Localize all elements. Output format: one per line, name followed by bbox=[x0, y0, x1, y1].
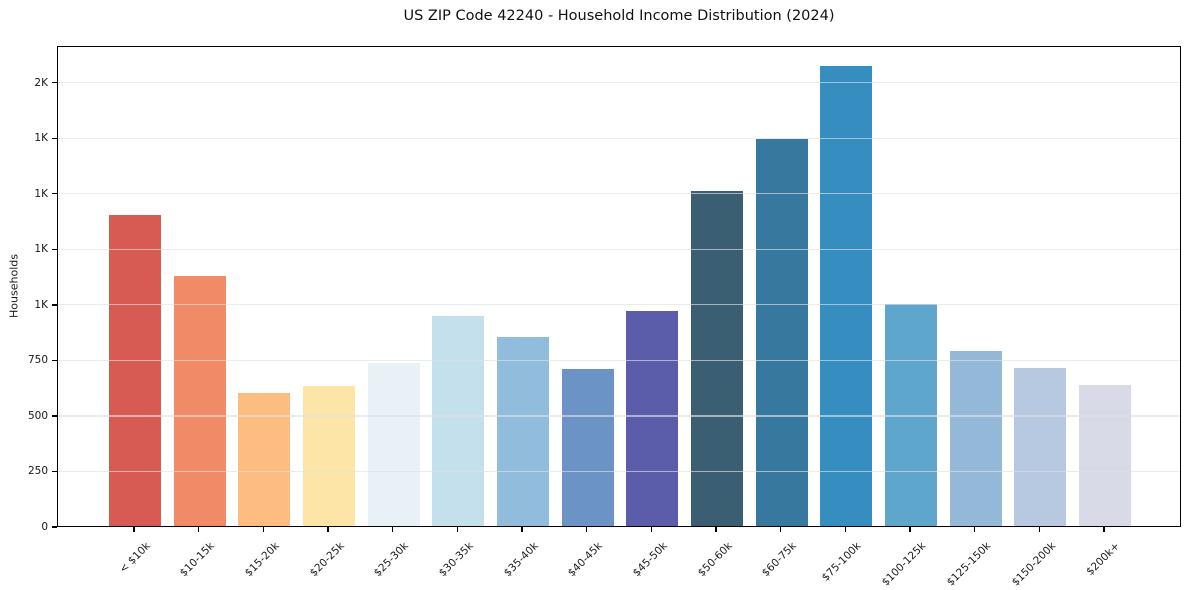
x-tick-mark bbox=[650, 527, 653, 532]
x-tick-label: $200k+ bbox=[1084, 540, 1123, 578]
gridline bbox=[58, 304, 1180, 306]
x-tick-label: $40-45k bbox=[566, 540, 606, 580]
x-tick-label: $45-50k bbox=[630, 540, 670, 580]
x-tick-mark bbox=[262, 527, 265, 532]
y-tick-mark bbox=[52, 248, 57, 250]
x-tick-mark bbox=[521, 527, 523, 532]
x-tick-mark bbox=[133, 527, 135, 532]
bar-60-75k bbox=[755, 139, 808, 526]
x-tick-label: $100-125k bbox=[879, 540, 929, 589]
x-tick-mark bbox=[392, 527, 394, 532]
x-tick-mark bbox=[974, 527, 976, 532]
bar-45-50k bbox=[626, 310, 679, 526]
y-tick-mark bbox=[52, 82, 57, 84]
bar-125-150k bbox=[949, 350, 1002, 526]
x-tick-label: $50-60k bbox=[695, 540, 735, 580]
x-tick-mark bbox=[715, 527, 717, 532]
x-tick-label: $75-100k bbox=[820, 540, 864, 584]
bar-35-40k bbox=[497, 337, 550, 526]
x-tick-label: $15-20k bbox=[242, 540, 282, 580]
bar-50-60k bbox=[691, 190, 744, 526]
x-tick-label: < $10k bbox=[116, 540, 153, 576]
chart-title: US ZIP Code 42240 - Household Income Dis… bbox=[403, 8, 835, 24]
y-tick-label: 2K bbox=[34, 76, 48, 89]
y-tick-label: 1K bbox=[34, 132, 48, 145]
bar-20-25k bbox=[303, 386, 355, 526]
y-tick-label: 1K bbox=[34, 243, 48, 256]
bar-15-20k bbox=[238, 392, 291, 526]
y-tick-label: 250 bbox=[27, 465, 48, 478]
gridline bbox=[58, 248, 1180, 250]
y-tick-label: 1K bbox=[34, 298, 48, 311]
y-tick-mark bbox=[52, 415, 57, 417]
y-tick-mark bbox=[52, 526, 57, 528]
y-tick-mark bbox=[52, 359, 57, 362]
x-tick-mark bbox=[456, 527, 459, 532]
plot-area bbox=[57, 46, 1181, 527]
y-tick-mark bbox=[52, 137, 57, 139]
x-tick-mark bbox=[586, 527, 588, 532]
x-tick-mark bbox=[909, 527, 911, 532]
x-tick-mark bbox=[1038, 527, 1041, 532]
x-tick-label: $125-150k bbox=[944, 540, 994, 589]
x-tick-mark bbox=[780, 527, 782, 532]
bar-75-100k bbox=[820, 66, 873, 526]
bar-25-30k bbox=[367, 362, 420, 526]
x-tick-mark bbox=[327, 527, 329, 532]
x-tick-mark bbox=[198, 527, 200, 532]
gridline bbox=[58, 193, 1180, 195]
y-tick-label: 500 bbox=[27, 409, 48, 422]
bar-10-15k bbox=[173, 276, 226, 526]
y-tick-label: 750 bbox=[27, 354, 48, 367]
bar-150-200k bbox=[1014, 368, 1067, 526]
x-tick-label: $10-15k bbox=[178, 540, 218, 580]
x-tick-label: $35-40k bbox=[501, 540, 541, 580]
bar-30-35k bbox=[432, 316, 485, 526]
x-tick-label: $150-200k bbox=[1009, 540, 1058, 589]
gridline bbox=[58, 359, 1180, 361]
bar-200k bbox=[1079, 384, 1132, 526]
x-tick-label: $30-35k bbox=[436, 540, 476, 580]
x-tick-mark bbox=[844, 527, 847, 532]
gridline bbox=[58, 415, 1180, 417]
y-tick-label: 1K bbox=[34, 187, 48, 200]
y-tick-label: 0 bbox=[41, 521, 48, 533]
x-tick-label: $60-75k bbox=[760, 540, 800, 580]
x-tick-label: $20-25k bbox=[307, 540, 347, 580]
y-tick-mark bbox=[52, 470, 57, 473]
gridline bbox=[58, 137, 1180, 139]
x-tick-mark bbox=[1103, 527, 1105, 532]
y-tick-mark bbox=[52, 193, 57, 195]
x-tick-label: $25-30k bbox=[372, 540, 412, 580]
gridline bbox=[58, 81, 1180, 84]
bar-10k bbox=[109, 214, 161, 526]
y-tick-mark bbox=[52, 304, 57, 306]
bar-100-125k bbox=[885, 303, 938, 526]
bar-40-45k bbox=[561, 369, 614, 526]
gridline bbox=[58, 470, 1180, 473]
